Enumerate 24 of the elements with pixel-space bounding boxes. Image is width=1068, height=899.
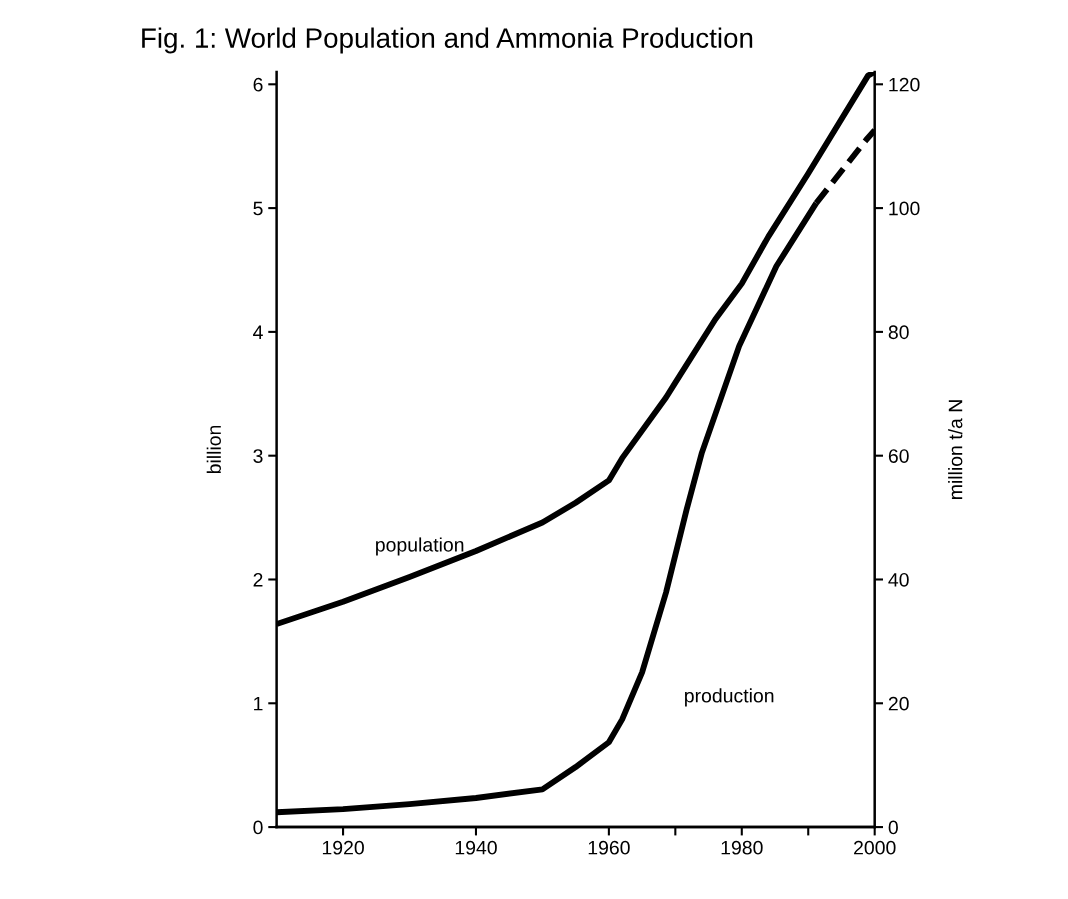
y-tick-label: 6 — [253, 77, 263, 92]
chart-title: Fig. 1: World Population and Ammonia Production — [142, 27, 753, 54]
y-tick-label: 4 — [253, 325, 263, 339]
x-tick-label: 1920 — [322, 840, 364, 855]
y2-tick-label: 40 — [888, 572, 909, 587]
y2-tick-label: 0 — [888, 820, 898, 835]
y-tick-label: 5 — [253, 201, 263, 216]
y2-tick-label: 60 — [888, 449, 909, 463]
y-tick-label: 0 — [253, 820, 263, 835]
y-tick-label: 2 — [253, 572, 263, 587]
x-tick-label: 1960 — [588, 840, 630, 855]
x-tick-label: 1980 — [721, 840, 763, 855]
y2-tick-label: 20 — [888, 696, 909, 711]
x-tick-label: 1940 — [455, 840, 497, 855]
y2-tick-label: 120 — [889, 77, 920, 92]
text: production — [685, 688, 774, 707]
y2-tick-label: 100 — [889, 201, 920, 216]
y-tick-label: 3 — [253, 449, 263, 463]
series-label: population — [376, 537, 464, 556]
y2-tick-label: 80 — [888, 325, 909, 340]
x-tick-label: 2000 — [854, 840, 896, 855]
y-axis-title: billion — [206, 425, 221, 474]
y2-axis-title: million t/a N — [948, 400, 963, 499]
y-tick-label: 1 — [254, 696, 263, 711]
